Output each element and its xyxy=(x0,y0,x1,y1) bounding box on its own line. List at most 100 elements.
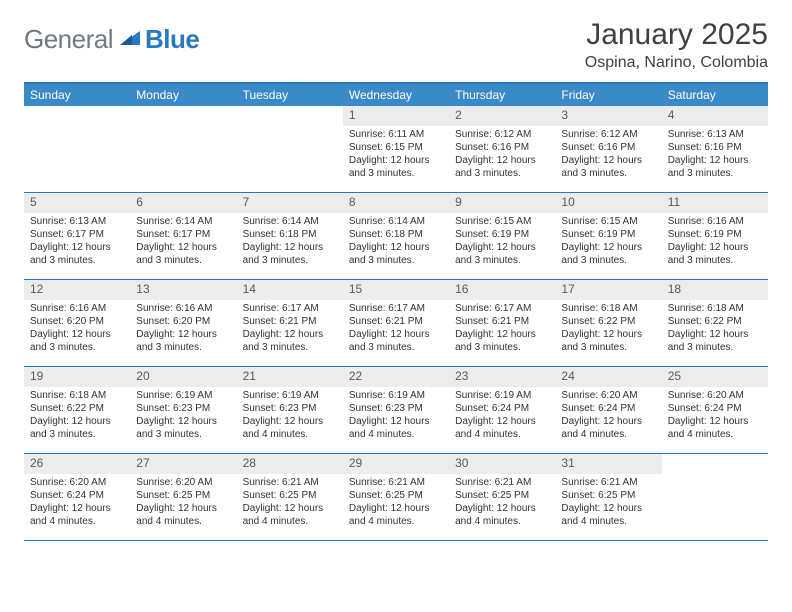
sunrise-text: Sunrise: 6:21 AM xyxy=(349,476,443,489)
sunset-text: Sunset: 6:25 PM xyxy=(136,489,230,502)
day-details: Sunrise: 6:19 AMSunset: 6:23 PMDaylight:… xyxy=(237,387,343,447)
day-details: Sunrise: 6:13 AMSunset: 6:17 PMDaylight:… xyxy=(24,213,130,273)
sunset-text: Sunset: 6:17 PM xyxy=(30,228,124,241)
day-number: 22 xyxy=(343,367,449,387)
day-number: 13 xyxy=(130,280,236,300)
daylight-text: Daylight: 12 hours and 4 minutes. xyxy=(561,502,655,528)
day-details: Sunrise: 6:21 AMSunset: 6:25 PMDaylight:… xyxy=(237,474,343,534)
day-cell: 26Sunrise: 6:20 AMSunset: 6:24 PMDayligh… xyxy=(24,454,130,540)
day-number: 14 xyxy=(237,280,343,300)
sunset-text: Sunset: 6:16 PM xyxy=(455,141,549,154)
sunrise-text: Sunrise: 6:13 AM xyxy=(30,215,124,228)
logo-text-blue: Blue xyxy=(145,24,199,55)
sunrise-text: Sunrise: 6:21 AM xyxy=(561,476,655,489)
daylight-text: Daylight: 12 hours and 3 minutes. xyxy=(668,154,762,180)
logo-text-gray: General xyxy=(24,24,113,55)
weekday-thursday: Thursday xyxy=(449,84,555,106)
sunrise-text: Sunrise: 6:19 AM xyxy=(243,389,337,402)
day-cell: 24Sunrise: 6:20 AMSunset: 6:24 PMDayligh… xyxy=(555,367,661,453)
day-details: Sunrise: 6:12 AMSunset: 6:16 PMDaylight:… xyxy=(449,126,555,186)
day-number xyxy=(24,106,130,110)
day-details: Sunrise: 6:11 AMSunset: 6:15 PMDaylight:… xyxy=(343,126,449,186)
day-cell: 23Sunrise: 6:19 AMSunset: 6:24 PMDayligh… xyxy=(449,367,555,453)
week-row: 26Sunrise: 6:20 AMSunset: 6:24 PMDayligh… xyxy=(24,454,768,541)
day-number: 25 xyxy=(662,367,768,387)
sunrise-text: Sunrise: 6:16 AM xyxy=(30,302,124,315)
day-details: Sunrise: 6:16 AMSunset: 6:19 PMDaylight:… xyxy=(662,213,768,273)
day-number: 19 xyxy=(24,367,130,387)
sunset-text: Sunset: 6:18 PM xyxy=(349,228,443,241)
day-number: 26 xyxy=(24,454,130,474)
weeks-container: 1Sunrise: 6:11 AMSunset: 6:15 PMDaylight… xyxy=(24,106,768,541)
day-number: 17 xyxy=(555,280,661,300)
sunrise-text: Sunrise: 6:12 AM xyxy=(455,128,549,141)
sunset-text: Sunset: 6:24 PM xyxy=(30,489,124,502)
day-cell: 29Sunrise: 6:21 AMSunset: 6:25 PMDayligh… xyxy=(343,454,449,540)
title-block: January 2025 Ospina, Narino, Colombia xyxy=(585,18,768,72)
day-number: 16 xyxy=(449,280,555,300)
week-row: 12Sunrise: 6:16 AMSunset: 6:20 PMDayligh… xyxy=(24,280,768,367)
daylight-text: Daylight: 12 hours and 3 minutes. xyxy=(136,241,230,267)
weekday-tuesday: Tuesday xyxy=(237,84,343,106)
day-number: 2 xyxy=(449,106,555,126)
day-details: Sunrise: 6:20 AMSunset: 6:24 PMDaylight:… xyxy=(555,387,661,447)
weekday-wednesday: Wednesday xyxy=(343,84,449,106)
day-details: Sunrise: 6:21 AMSunset: 6:25 PMDaylight:… xyxy=(449,474,555,534)
day-number: 29 xyxy=(343,454,449,474)
daylight-text: Daylight: 12 hours and 4 minutes. xyxy=(243,415,337,441)
day-number: 27 xyxy=(130,454,236,474)
sunset-text: Sunset: 6:16 PM xyxy=(668,141,762,154)
daylight-text: Daylight: 12 hours and 3 minutes. xyxy=(561,154,655,180)
daylight-text: Daylight: 12 hours and 3 minutes. xyxy=(30,241,124,267)
day-cell: 13Sunrise: 6:16 AMSunset: 6:20 PMDayligh… xyxy=(130,280,236,366)
day-details: Sunrise: 6:14 AMSunset: 6:17 PMDaylight:… xyxy=(130,213,236,273)
week-row: 5Sunrise: 6:13 AMSunset: 6:17 PMDaylight… xyxy=(24,193,768,280)
daylight-text: Daylight: 12 hours and 3 minutes. xyxy=(349,328,443,354)
sunset-text: Sunset: 6:23 PM xyxy=(349,402,443,415)
day-cell xyxy=(662,454,768,540)
sunrise-text: Sunrise: 6:16 AM xyxy=(668,215,762,228)
day-details: Sunrise: 6:15 AMSunset: 6:19 PMDaylight:… xyxy=(449,213,555,273)
daylight-text: Daylight: 12 hours and 4 minutes. xyxy=(349,502,443,528)
month-title: January 2025 xyxy=(585,18,768,52)
day-cell: 20Sunrise: 6:19 AMSunset: 6:23 PMDayligh… xyxy=(130,367,236,453)
day-number: 28 xyxy=(237,454,343,474)
sunrise-text: Sunrise: 6:18 AM xyxy=(668,302,762,315)
weekday-sunday: Sunday xyxy=(24,84,130,106)
week-row: 1Sunrise: 6:11 AMSunset: 6:15 PMDaylight… xyxy=(24,106,768,193)
sunset-text: Sunset: 6:20 PM xyxy=(136,315,230,328)
day-details: Sunrise: 6:13 AMSunset: 6:16 PMDaylight:… xyxy=(662,126,768,186)
day-number: 5 xyxy=(24,193,130,213)
day-number: 15 xyxy=(343,280,449,300)
day-cell: 22Sunrise: 6:19 AMSunset: 6:23 PMDayligh… xyxy=(343,367,449,453)
day-details: Sunrise: 6:14 AMSunset: 6:18 PMDaylight:… xyxy=(343,213,449,273)
sunset-text: Sunset: 6:15 PM xyxy=(349,141,443,154)
sunrise-text: Sunrise: 6:15 AM xyxy=(561,215,655,228)
day-cell: 12Sunrise: 6:16 AMSunset: 6:20 PMDayligh… xyxy=(24,280,130,366)
sunset-text: Sunset: 6:19 PM xyxy=(668,228,762,241)
sunset-text: Sunset: 6:22 PM xyxy=(561,315,655,328)
day-details: Sunrise: 6:19 AMSunset: 6:23 PMDaylight:… xyxy=(343,387,449,447)
logo: General Blue xyxy=(24,18,199,55)
daylight-text: Daylight: 12 hours and 3 minutes. xyxy=(243,328,337,354)
day-number: 24 xyxy=(555,367,661,387)
sunrise-text: Sunrise: 6:18 AM xyxy=(561,302,655,315)
daylight-text: Daylight: 12 hours and 3 minutes. xyxy=(349,154,443,180)
day-number xyxy=(662,454,768,458)
sunrise-text: Sunrise: 6:17 AM xyxy=(349,302,443,315)
sunrise-text: Sunrise: 6:11 AM xyxy=(349,128,443,141)
daylight-text: Daylight: 12 hours and 3 minutes. xyxy=(136,328,230,354)
day-details: Sunrise: 6:19 AMSunset: 6:24 PMDaylight:… xyxy=(449,387,555,447)
daylight-text: Daylight: 12 hours and 4 minutes. xyxy=(455,502,549,528)
daylight-text: Daylight: 12 hours and 4 minutes. xyxy=(243,502,337,528)
day-details: Sunrise: 6:17 AMSunset: 6:21 PMDaylight:… xyxy=(449,300,555,360)
day-cell xyxy=(24,106,130,192)
day-number: 3 xyxy=(555,106,661,126)
day-number xyxy=(130,106,236,110)
day-cell: 25Sunrise: 6:20 AMSunset: 6:24 PMDayligh… xyxy=(662,367,768,453)
weekday-monday: Monday xyxy=(130,84,236,106)
sunrise-text: Sunrise: 6:19 AM xyxy=(349,389,443,402)
day-cell: 18Sunrise: 6:18 AMSunset: 6:22 PMDayligh… xyxy=(662,280,768,366)
daylight-text: Daylight: 12 hours and 3 minutes. xyxy=(455,241,549,267)
day-number: 21 xyxy=(237,367,343,387)
